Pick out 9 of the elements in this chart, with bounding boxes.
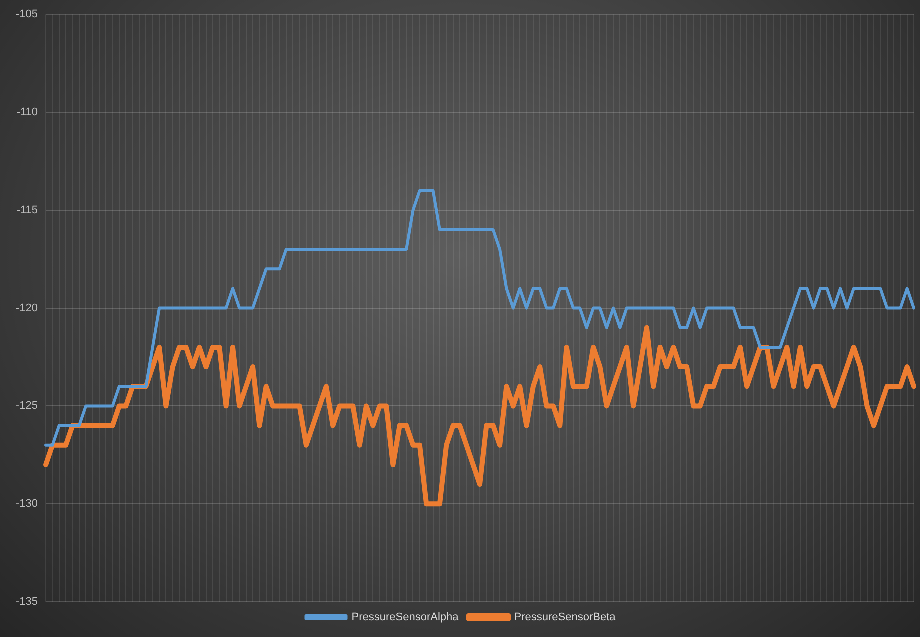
y-tick-label: -120 [16,302,38,314]
y-tick-label: -125 [16,400,38,412]
y-tick-label: -105 [16,8,38,21]
y-tick-label: -135 [16,596,38,608]
legend-label: PressureSensorAlpha [352,612,460,624]
y-tick-label: -130 [16,498,38,510]
y-tick-label: -110 [16,106,38,119]
legend-label: PressureSensorBeta [514,612,617,624]
y-tick-label: -115 [16,204,38,216]
